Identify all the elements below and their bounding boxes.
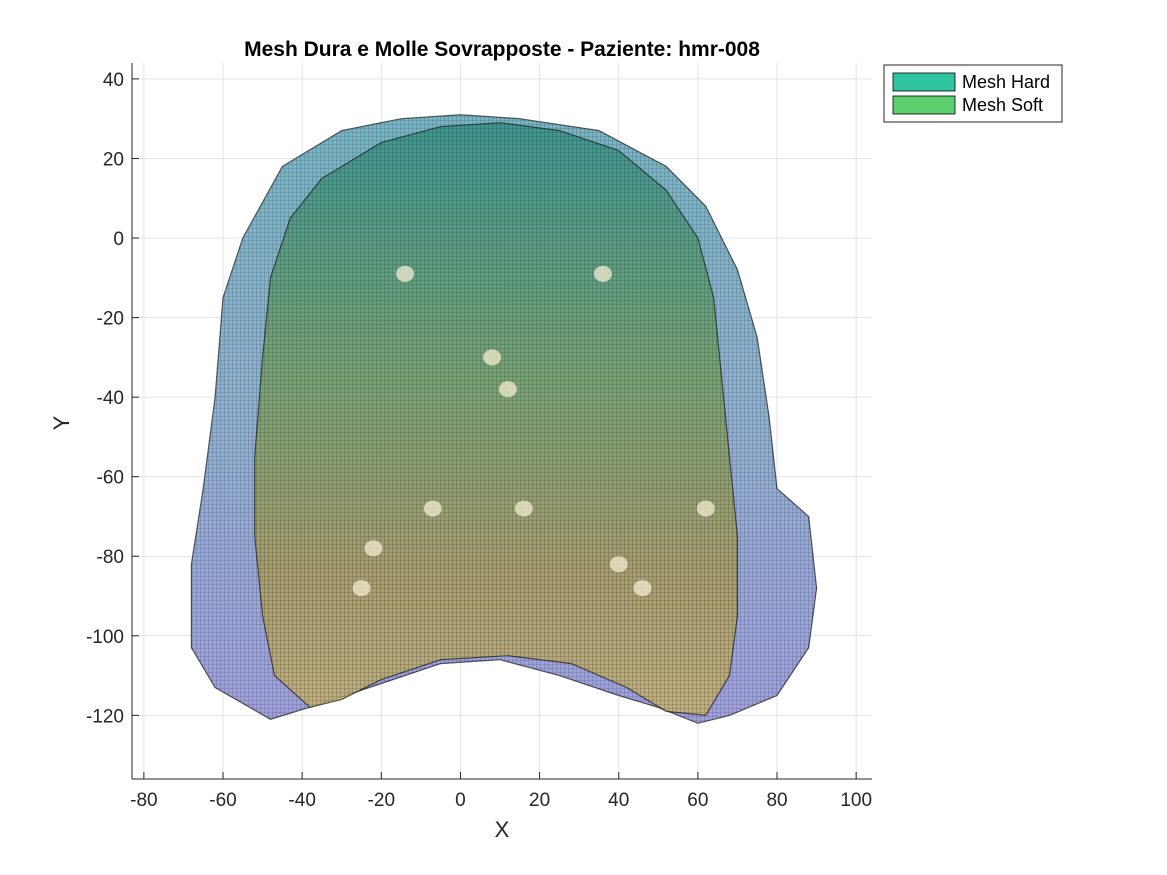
x-tick-label: 80 [766, 790, 787, 811]
x-tick-label: 60 [687, 790, 708, 811]
mesh-void [514, 500, 533, 517]
y-tick-label: -80 [97, 547, 124, 568]
y-tick-label: -20 [97, 309, 124, 330]
mesh-voids [352, 265, 715, 597]
x-tick-label: 20 [529, 790, 550, 811]
x-tick-label: -80 [130, 790, 157, 811]
mesh-outline [254, 122, 739, 717]
mesh-void [633, 580, 652, 597]
axes: -80 -60 -40 -20 0 20 40 60 80 100 40 20 0 -20 -40 -60 -8… [86, 63, 872, 811]
y-tick-label: -120 [86, 706, 124, 727]
y-tick-label: -100 [86, 627, 124, 648]
x-tick-label: 0 [455, 790, 466, 811]
chart-title: Mesh Dura e Molle Sovrapposte - Paziente… [244, 38, 760, 61]
mesh-void [396, 265, 415, 282]
mesh-void [352, 580, 371, 597]
legend-swatch-soft [892, 95, 956, 115]
mesh-void [483, 349, 502, 366]
legend-label-hard: Mesh Hard [962, 72, 1050, 92]
legend-label-soft: Mesh Soft [962, 95, 1043, 115]
mesh-layer [190, 114, 818, 724]
mesh-void [609, 556, 628, 573]
legend-swatch-hard [892, 72, 956, 92]
y-tick-label: -60 [97, 468, 124, 489]
x-tick-label: 100 [840, 790, 872, 811]
mesh-outline [190, 114, 818, 724]
y-tick-label: 40 [103, 70, 124, 91]
mesh-void [423, 500, 442, 517]
x-axis-label: X [495, 817, 510, 842]
mesh-wireframe [254, 122, 738, 716]
mesh-soft [254, 122, 739, 717]
x-tick-label: -40 [288, 790, 315, 811]
mesh-void [696, 500, 715, 517]
y-axis-label: Y [49, 415, 74, 430]
y-tick-label: 20 [103, 149, 124, 170]
x-tick-label: -20 [368, 790, 395, 811]
x-tick-label: -60 [209, 790, 236, 811]
y-tick-label: -40 [97, 388, 124, 409]
y-tick-label: 0 [113, 229, 124, 250]
mesh-void [364, 540, 383, 557]
x-tick-label: 40 [608, 790, 629, 811]
mesh-void [498, 381, 517, 398]
mesh-void [593, 265, 612, 282]
legend: Mesh Hard Mesh Soft [883, 64, 1063, 123]
